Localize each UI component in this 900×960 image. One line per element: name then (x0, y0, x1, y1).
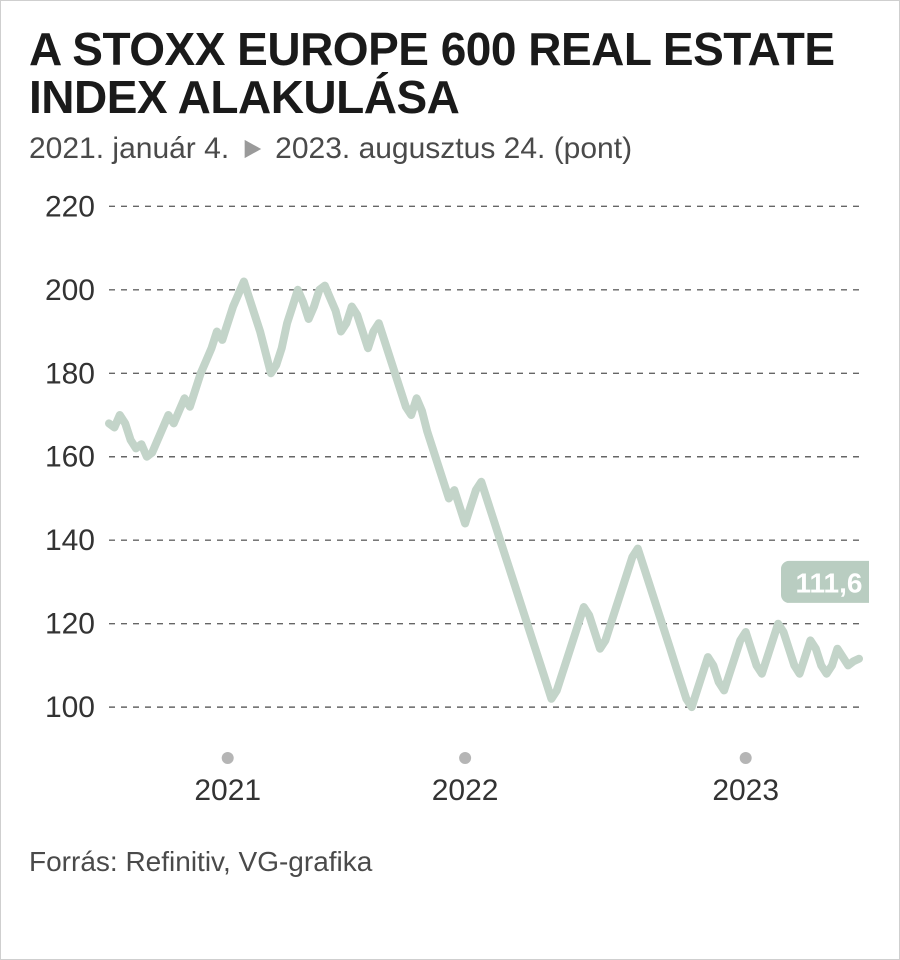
chart-subtitle: 2021. január 4. 2023. augusztus 24. (pon… (29, 132, 871, 166)
x-tick-marker (222, 752, 234, 764)
triangle-right-icon (241, 138, 263, 160)
y-tick-label: 140 (45, 524, 95, 557)
y-tick-label: 100 (45, 691, 95, 724)
y-tick-label: 160 (45, 440, 95, 473)
x-tick-marker (459, 752, 471, 764)
value-badge-text: 111,6 (796, 567, 863, 598)
series-line (109, 281, 859, 707)
y-tick-label: 200 (45, 273, 95, 306)
date-from: 2021. január 4. (29, 132, 229, 166)
x-tick-label: 2021 (194, 774, 261, 807)
date-to: 2023. augusztus 24. (pont) (275, 132, 632, 166)
line-chart: 100 120 140 160 180 200 220 2021 2022 2023 111,6 (29, 188, 869, 828)
source-line: Forrás: Refinitiv, VG-grafika (29, 846, 871, 878)
chart-title: A STOXX EUROPE 600 REAL ESTATE INDEX ALA… (29, 25, 871, 122)
x-tick-marker (740, 752, 752, 764)
chart-area: 100 120 140 160 180 200 220 2021 2022 2023 111,6 (29, 188, 871, 828)
y-tick-label: 220 (45, 190, 95, 223)
y-tick-label: 120 (45, 607, 95, 640)
x-tick-label: 2022 (432, 774, 499, 807)
y-tick-label: 180 (45, 357, 95, 390)
chart-card: A STOXX EUROPE 600 REAL ESTATE INDEX ALA… (0, 0, 900, 960)
x-tick-label: 2023 (712, 774, 779, 807)
